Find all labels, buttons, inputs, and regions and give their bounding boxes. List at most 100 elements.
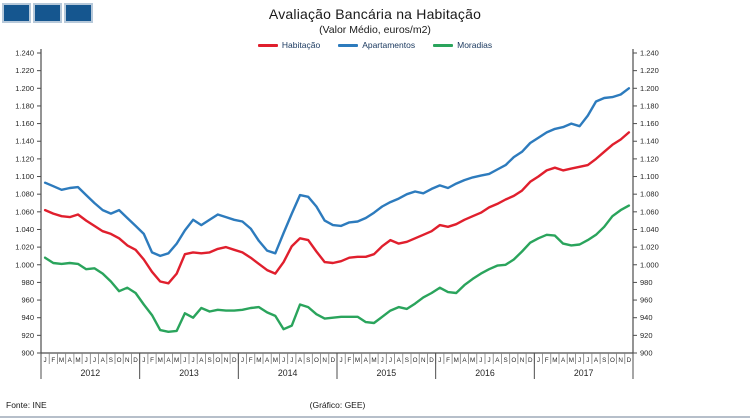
y-tick-label-left: 1.040 [15, 225, 34, 234]
month-letter-label: O [314, 357, 319, 364]
y-tick-label-right: 1.200 [640, 84, 659, 93]
y-tick-label-right: 1.080 [640, 190, 659, 199]
y-tick-label-right: 1.000 [640, 260, 659, 269]
month-letter-label: A [68, 357, 73, 364]
chart-legend: Habitação Apartamentos Moradias [0, 40, 750, 50]
month-letter-label: F [249, 357, 253, 364]
month-letter-label: J [192, 357, 195, 364]
month-letter-label: M [75, 357, 80, 364]
month-letter-label: F [51, 357, 55, 364]
month-letter-label: O [215, 357, 220, 364]
month-letter-label: J [44, 357, 47, 364]
series-line-moradias [43, 204, 631, 333]
y-tick-label-left: 920 [21, 331, 34, 340]
y-tick-label-left: 1.020 [15, 243, 34, 252]
month-letter-label: M [552, 357, 557, 364]
month-letter-label: J [389, 357, 392, 364]
month-letter-label: D [429, 357, 434, 364]
y-tick-label-left: 1.060 [15, 207, 34, 216]
month-letter-label: D [133, 357, 138, 364]
month-letter-label: J [142, 357, 145, 364]
y-tick-label-left: 1.240 [15, 49, 34, 58]
y-tick-label-left: 1.180 [15, 101, 34, 110]
month-letter-label: J [241, 357, 244, 364]
legend-line-swatch-blue [338, 43, 359, 47]
credit-note: (Gráfico: GEE) [309, 400, 366, 410]
month-letter-label: D [528, 357, 533, 364]
y-tick-label-right: 1.140 [640, 137, 659, 146]
month-letter-label: M [59, 357, 64, 364]
month-letter-label: D [627, 357, 632, 364]
month-letter-label: A [561, 357, 566, 364]
month-letter-label: J [578, 357, 581, 364]
year-label: 2016 [475, 368, 495, 378]
y-tick-label-right: 1.040 [640, 225, 659, 234]
y-tick-label-left: 980 [21, 278, 34, 287]
y-tick-label-right: 940 [640, 313, 653, 322]
month-letter-label: F [150, 357, 154, 364]
month-letter-label: M [470, 357, 475, 364]
logo-square-icon [2, 3, 31, 23]
logo-square-icon [64, 3, 93, 23]
year-label: 2014 [278, 368, 298, 378]
month-letter-label: A [298, 357, 303, 364]
month-letter-label: A [495, 357, 500, 364]
y-tick-label-left: 1.220 [15, 66, 34, 75]
year-label: 2012 [81, 368, 101, 378]
y-tick-label-left: 1.000 [15, 260, 34, 269]
legend-label: Moradias [457, 40, 493, 50]
y-tick-label-right: 1.060 [640, 207, 659, 216]
y-tick-label-left: 1.140 [15, 137, 34, 146]
month-letter-label: A [166, 357, 171, 364]
legend-label: Apartamentos [362, 40, 416, 50]
y-tick-label-left: 940 [21, 313, 34, 322]
y-tick-label-left: 1.080 [15, 190, 34, 199]
y-tick-label-right: 900 [640, 349, 653, 358]
month-letter-label: M [371, 357, 376, 364]
y-tick-label-left: 900 [21, 349, 34, 358]
month-letter-label: M [569, 357, 574, 364]
y-tick-label-right: 1.220 [640, 66, 659, 75]
series-line-habitacao [43, 131, 631, 285]
month-letter-label: J [282, 357, 285, 364]
month-letter-label: O [413, 357, 418, 364]
month-letter-label: M [174, 357, 179, 364]
month-letter-label: S [207, 357, 211, 364]
month-letter-label: A [397, 357, 402, 364]
three-blue-squares-logo [2, 3, 93, 23]
month-letter-label: S [306, 357, 310, 364]
y-tick-label-left: 1.120 [15, 154, 34, 163]
month-letter-label: A [594, 357, 599, 364]
month-letter-label: J [479, 357, 482, 364]
y-tick-label-right: 1.240 [640, 49, 659, 58]
bottom-divider [0, 416, 750, 418]
month-letter-label: O [117, 357, 122, 364]
month-letter-label: J [85, 357, 88, 364]
month-letter-label: J [183, 357, 186, 364]
legend-line-swatch-green [433, 43, 454, 47]
month-letter-label: S [405, 357, 409, 364]
month-letter-label: N [618, 357, 623, 364]
month-letter-label: M [256, 357, 261, 364]
month-letter-label: O [511, 357, 516, 364]
month-letter-label: A [265, 357, 270, 364]
month-letter-label: F [446, 357, 450, 364]
month-letter-label: N [224, 357, 229, 364]
legend-label: Habitação [281, 40, 321, 50]
month-letter-label: J [488, 357, 491, 364]
y-tick-label-right: 1.020 [640, 243, 659, 252]
year-label: 2015 [377, 368, 397, 378]
month-letter-label: J [93, 357, 96, 364]
month-letter-label: A [364, 357, 369, 364]
month-letter-label: S [503, 357, 507, 364]
legend-item-habitacao: Habitação [257, 40, 321, 50]
month-letter-label: M [158, 357, 163, 364]
month-letter-label: A [101, 357, 106, 364]
month-letter-label: J [340, 357, 343, 364]
month-letter-label: A [199, 357, 204, 364]
logo-square-icon [33, 3, 62, 23]
y-tick-label-left: 960 [21, 296, 34, 305]
series-line-apartamentos [43, 87, 631, 258]
month-letter-label: M [355, 357, 360, 364]
